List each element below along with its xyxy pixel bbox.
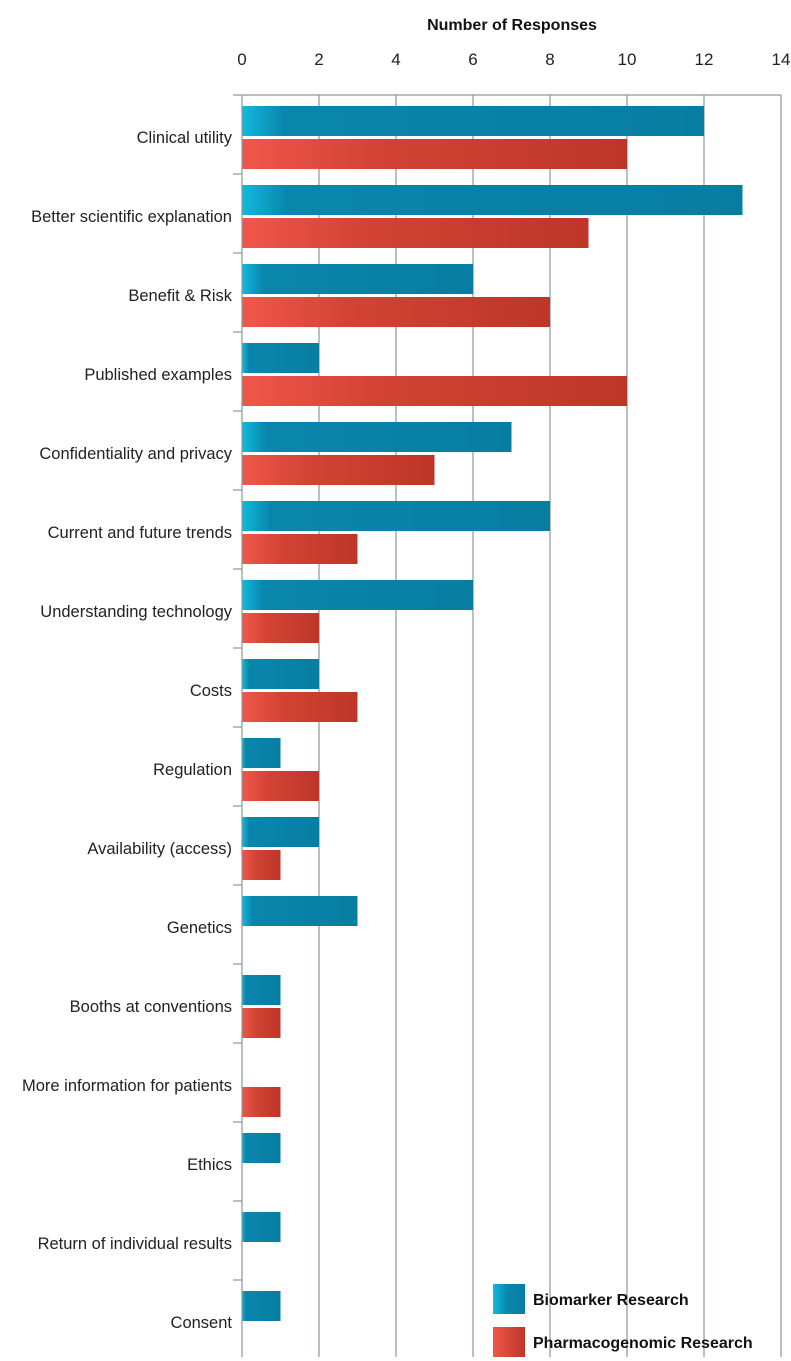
bar-biomarker-6 <box>242 580 473 610</box>
bar-biomarker-1 <box>242 185 743 215</box>
axes: 0 2 4 6 8 10 12 14 <box>233 50 790 1357</box>
bar-pharmacogenomic-11 <box>242 1008 281 1038</box>
bar-pharmacogenomic-2 <box>242 297 550 327</box>
bar-pharmacogenomic-1 <box>242 218 589 248</box>
category-label-5: Current and future trends <box>48 524 232 542</box>
bar-biomarker-8 <box>242 738 281 768</box>
category-label-10: Genetics <box>167 919 232 937</box>
x-tick-label-0: 0 <box>237 50 246 69</box>
bar-biomarker-15 <box>242 1291 281 1321</box>
bar-biomarker-0 <box>242 106 704 136</box>
category-label-6: Understanding technology <box>40 603 232 621</box>
category-label-11: Booths at conventions <box>70 998 232 1016</box>
bar-pharmacogenomic-0 <box>242 139 627 169</box>
legend: Biomarker Research Pharmacogenomic Resea… <box>493 1284 753 1357</box>
x-tick-label-4: 4 <box>391 50 400 69</box>
x-tick-label-10: 10 <box>618 50 637 69</box>
bar-biomarker-4 <box>242 422 512 452</box>
x-tick-label-12: 12 <box>695 50 714 69</box>
category-label-0: Clinical utility <box>137 129 233 147</box>
bar-biomarker-3 <box>242 343 319 373</box>
category-label-4: Confidentiality and privacy <box>39 445 232 463</box>
bar-biomarker-11 <box>242 975 281 1005</box>
category-label-9: Availability (access) <box>87 840 232 858</box>
category-labels: Clinical utility Better scientific explan… <box>22 129 233 1332</box>
bar-pharmacogenomic-5 <box>242 534 358 564</box>
legend-swatch-pharmacogenomic <box>493 1327 525 1357</box>
bars <box>242 106 743 1321</box>
x-tick-label-8: 8 <box>545 50 554 69</box>
x-axis-title: Number of Responses <box>427 17 597 34</box>
x-tick-label-2: 2 <box>314 50 323 69</box>
category-label-3: Published examples <box>84 366 232 384</box>
bar-pharmacogenomic-3 <box>242 376 627 406</box>
bar-biomarker-13 <box>242 1133 281 1163</box>
category-label-13: Ethics <box>187 1156 232 1174</box>
bar-biomarker-9 <box>242 817 319 847</box>
bar-biomarker-5 <box>242 501 550 531</box>
category-label-8: Regulation <box>153 761 232 779</box>
x-tick-label-6: 6 <box>468 50 477 69</box>
legend-swatch-biomarker <box>493 1284 525 1314</box>
category-label-2: Benefit & Risk <box>128 287 232 305</box>
bar-biomarker-7 <box>242 659 319 689</box>
category-label-14: Return of individual results <box>38 1235 232 1253</box>
bar-pharmacogenomic-12 <box>242 1087 281 1117</box>
bar-pharmacogenomic-8 <box>242 771 319 801</box>
bar-biomarker-2 <box>242 264 473 294</box>
bar-pharmacogenomic-7 <box>242 692 358 722</box>
bar-biomarker-14 <box>242 1212 281 1242</box>
bar-pharmacogenomic-4 <box>242 455 435 485</box>
bar-biomarker-10 <box>242 896 358 926</box>
legend-label-biomarker: Biomarker Research <box>533 1292 689 1309</box>
category-label-7: Costs <box>190 682 232 700</box>
x-tick-label-14: 14 <box>772 50 791 69</box>
bar-pharmacogenomic-6 <box>242 613 319 643</box>
category-label-12: More information for patients <box>22 1077 232 1095</box>
bar-pharmacogenomic-9 <box>242 850 281 880</box>
legend-label-pharmacogenomic: Pharmacogenomic Research <box>533 1335 753 1352</box>
category-label-1: Better scientific explanation <box>31 208 232 226</box>
category-label-15: Consent <box>171 1314 233 1332</box>
